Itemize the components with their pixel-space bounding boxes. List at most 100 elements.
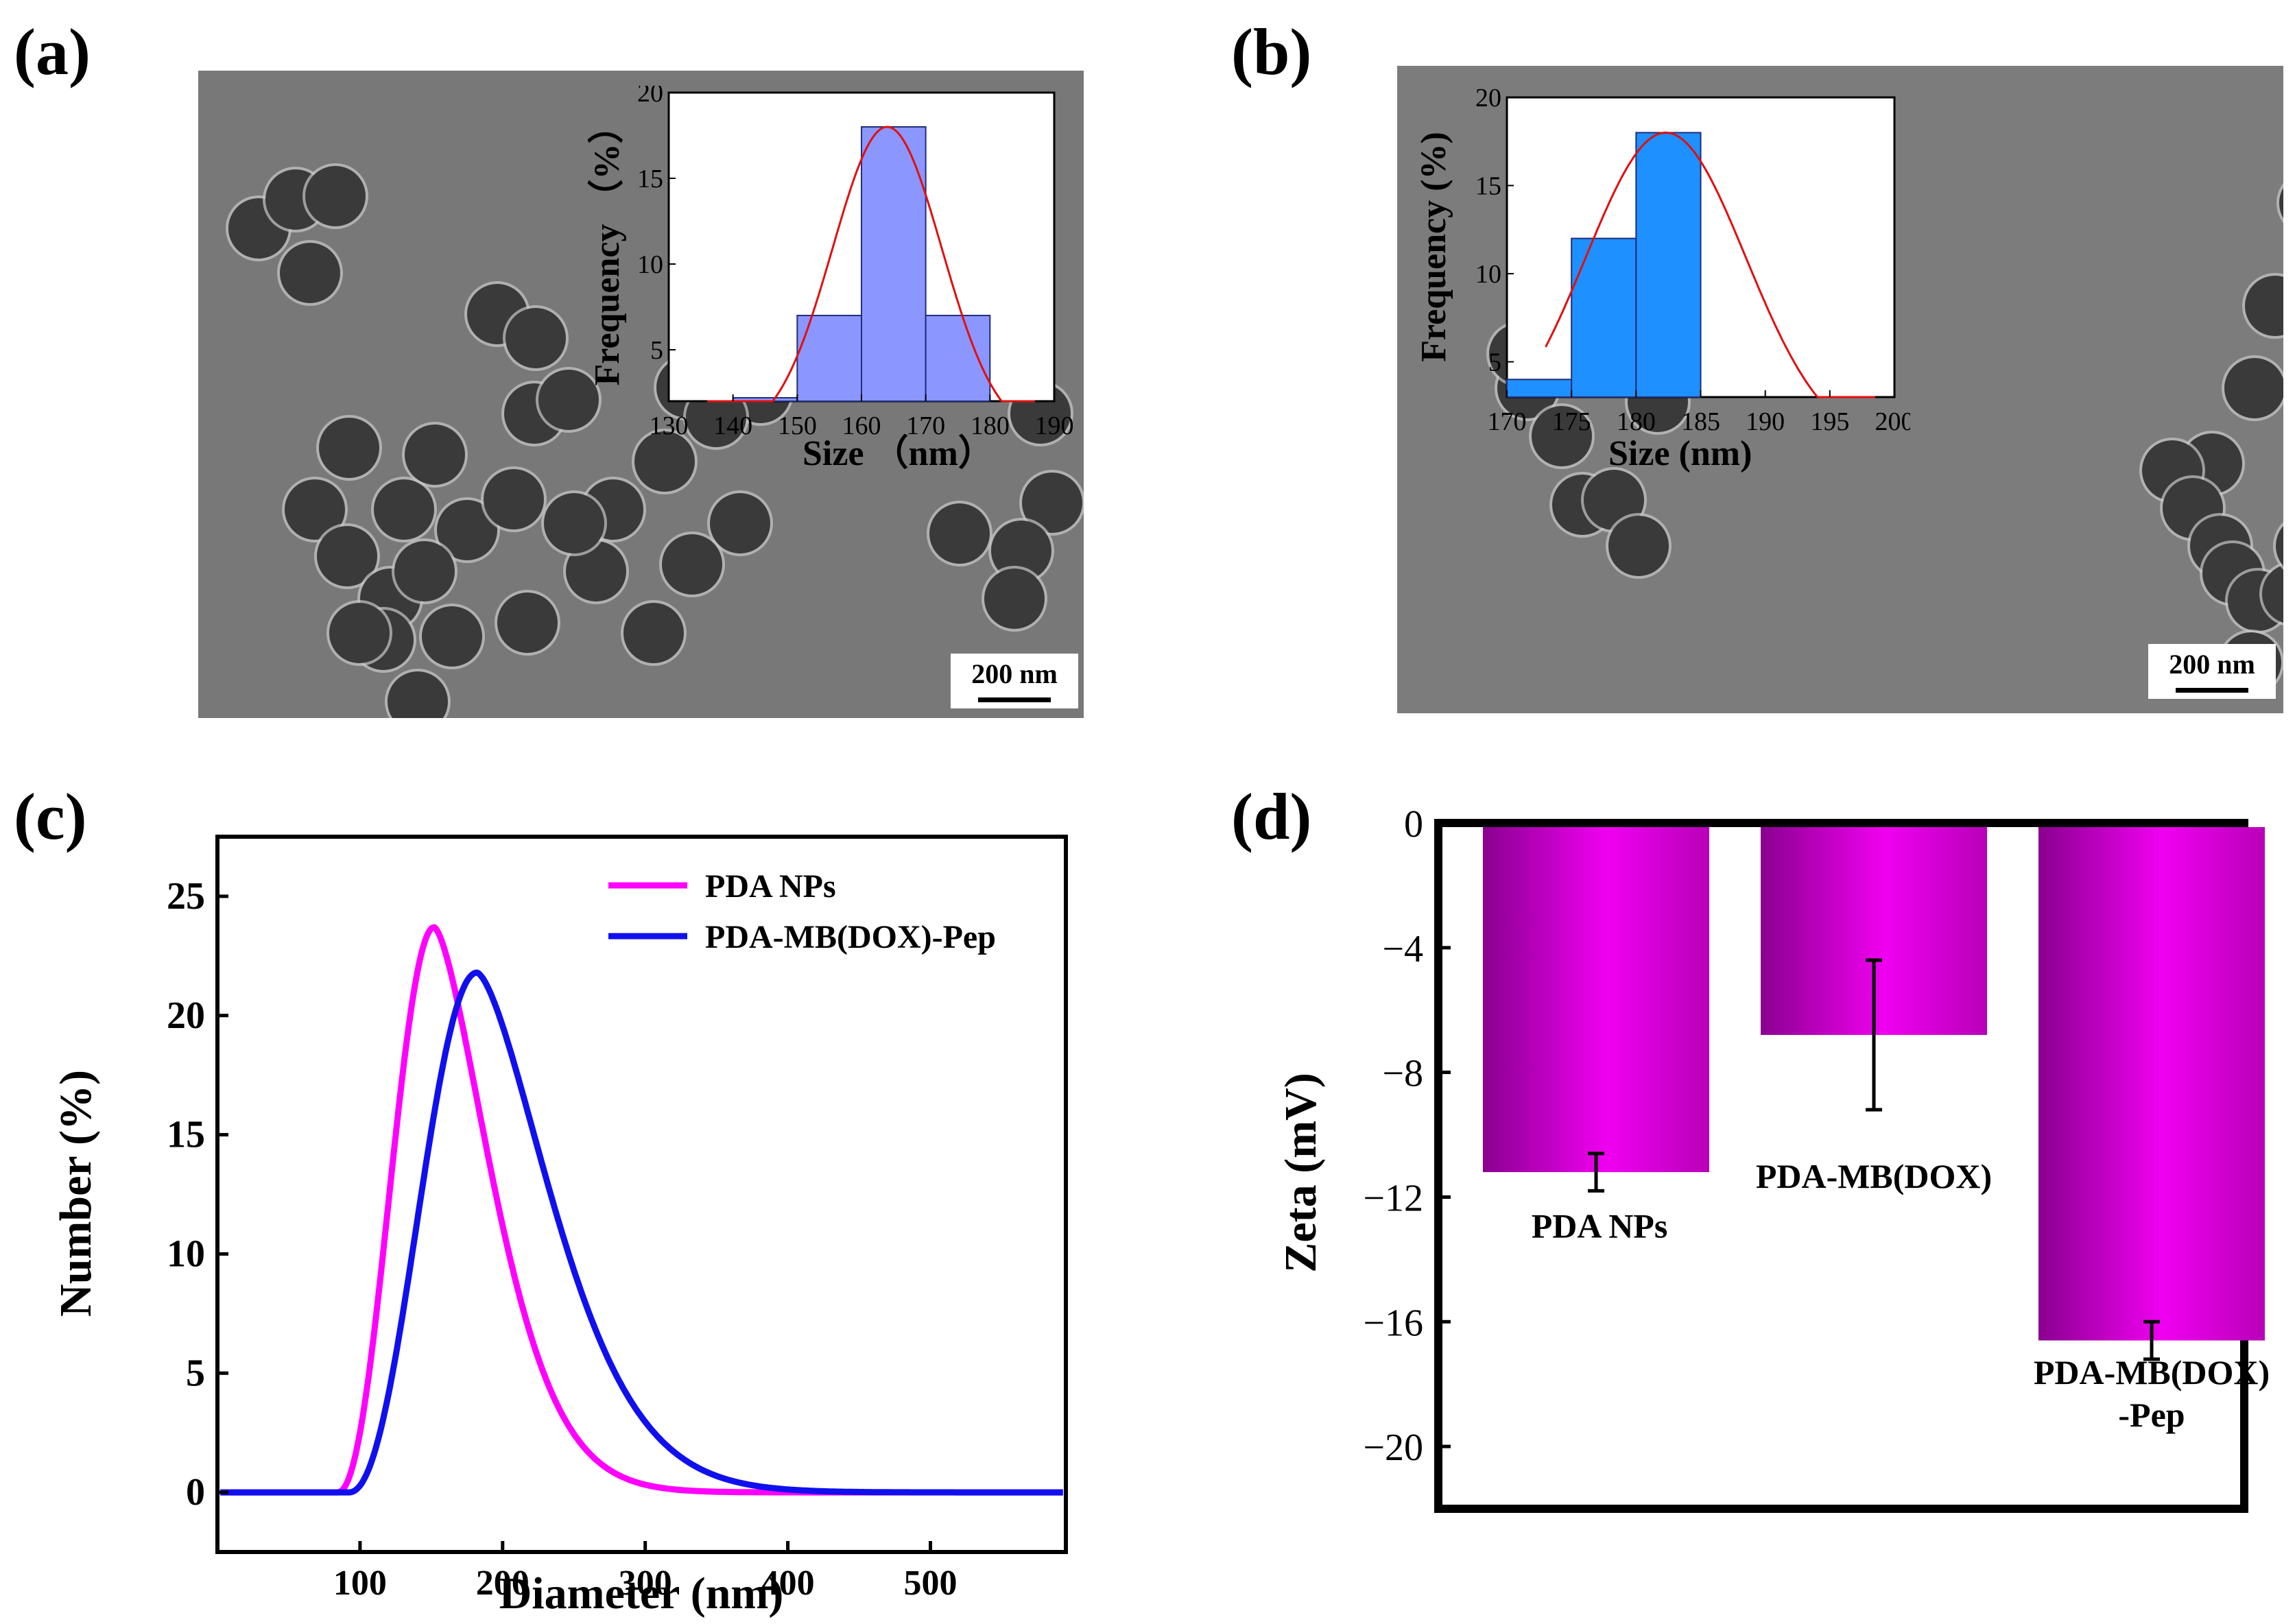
inset-a-x-tick-label: 140 (713, 411, 752, 440)
tem-a-particle (280, 243, 340, 303)
tem-a-particle (305, 166, 366, 226)
tem-b-particle (2279, 187, 2283, 219)
scale-bar-b: 200 nm (2148, 644, 2276, 699)
chart-c-x-tick-label: 100 (333, 1564, 387, 1603)
inset-b-x-tick-label: 175 (1552, 407, 1591, 436)
tem-a-particle (319, 418, 379, 478)
scale-bar-a: 200 nm (951, 654, 1078, 708)
chart-c-y-tick-label: 10 (167, 1232, 205, 1275)
inset-a-y-tick-label: 10 (637, 250, 663, 279)
inset-a-x-tick-label: 170 (906, 411, 945, 440)
inset-b-y-tick-label: 5 (1488, 348, 1501, 377)
inset-a-y-label: Frequency （%） (587, 108, 627, 386)
tem-a-particle (710, 493, 770, 553)
tem-a-particle (929, 503, 990, 564)
panel-label-c: (c) (14, 780, 87, 853)
chart-d-y-tick-label: −4 (1382, 928, 1423, 970)
tem-a-particle (991, 521, 1051, 581)
inset-b-y-tick-label: 20 (1475, 86, 1501, 112)
inset-b-y-tick-label: 15 (1475, 172, 1501, 201)
inset-b-y-label: Frequency (%) (1414, 132, 1453, 362)
inset-b-x-label: Size (nm) (1608, 434, 1752, 473)
panel-label-d: (d) (1231, 780, 1312, 853)
inset-a-y-tick-label: 20 (637, 86, 663, 108)
inset-b-x-tick-label: 180 (1617, 407, 1656, 436)
chart-d-category-label-2: -Pep (2118, 1396, 2185, 1434)
chart-c-y-tick-label: 20 (167, 994, 205, 1037)
tem-a-particle (566, 541, 626, 601)
tem-b-particle (1608, 516, 1669, 576)
tem-a-particle (506, 308, 566, 368)
chart-c-legend: PDA NPs PDA-MB(DOX)-Pep (608, 868, 996, 955)
scale-bar-line-a (978, 697, 1051, 702)
tem-a-particle (329, 603, 390, 663)
chart-c-y-tick-label: 5 (186, 1352, 205, 1394)
inset-b-x-tick-label: 190 (1746, 407, 1785, 436)
chart-d-bar-2 (2038, 827, 2265, 1341)
tem-a-particle (422, 606, 482, 667)
tem-a-particle (388, 671, 448, 718)
chart-d-category-label-1: PDA-MB(DOX) (1756, 1157, 1992, 1195)
tem-a-particle (394, 541, 455, 601)
tem-a-particle (484, 469, 544, 529)
chart-d-y-tick-label: 0 (1404, 803, 1423, 846)
tem-a-particle (634, 431, 695, 492)
scale-bar-line-b (2176, 688, 2248, 693)
chart-c-x-tick-label: 200 (476, 1564, 530, 1603)
tem-a-particle (984, 569, 1045, 629)
chart-c: 100 200 300 400 500 0 5 10 15 20 25 PDA NPs PDA-M… (51, 835, 1068, 1619)
scale-bar-label-a: 200 nm (971, 658, 1058, 689)
chart-d-y-tick-label: −8 (1382, 1053, 1423, 1095)
inset-b-x-tick-label: 195 (1810, 407, 1849, 436)
chart-d-bar-0 (1483, 827, 1709, 1173)
chart-d-category-label-2: PDA-MB(DOX) (2034, 1353, 2270, 1392)
inset-a-bar-2 (861, 126, 927, 402)
tem-b-particle (2224, 358, 2283, 418)
tem-a-particle (538, 370, 599, 430)
chart-c-y-tick-label: 25 (167, 875, 205, 918)
tem-a-particle (623, 603, 684, 663)
tem-a-particle (285, 479, 345, 540)
chart-c-x-tick-label: 300 (619, 1564, 672, 1603)
tem-a-particle (662, 534, 722, 595)
tem-a-particle (544, 493, 604, 553)
inset-b-bar-1 (1571, 237, 1637, 398)
chart-c-x-tick-label: 400 (761, 1564, 815, 1603)
chart-c-x-label: Diameter (nm) (499, 1568, 784, 1619)
chart-d-y-tick-label: −12 (1363, 1177, 1423, 1219)
tem-a-particle (405, 425, 465, 485)
inset-a-x-tick-label: 190 (1035, 411, 1074, 440)
chart-d: 0 −4 −8 −12 −16 −20 PDA NPs PDA-MB(DOX) PDA-MB(… (1276, 803, 2270, 1513)
scale-bar-label-b: 200 nm (2169, 649, 2255, 680)
legend-label-pda-mb-dox-pep: PDA-MB(DOX)-Pep (705, 919, 996, 955)
inset-b-bar-2 (1635, 132, 1702, 398)
inset-a-x-tick-label: 160 (842, 411, 881, 440)
panel-label-a: (a) (14, 15, 91, 88)
inset-a-x-tick-label: 150 (778, 411, 817, 440)
chart-d-y-tick-label: −16 (1363, 1302, 1423, 1344)
chart-c-y-tick-label: 0 (186, 1471, 205, 1514)
chart-c-y-label: Number (%) (51, 1070, 101, 1317)
tem-a-particle (497, 593, 558, 653)
inset-a-y-tick-label: 15 (637, 165, 663, 193)
inset-b-bar-0 (1506, 379, 1573, 398)
panel-label-b: (b) (1231, 15, 1312, 88)
chart-c-y-tick-label: 15 (167, 1114, 205, 1156)
tem-b-particle (2245, 276, 2283, 336)
tem-a-particle (317, 526, 377, 586)
inset-a-x-tick-label: 130 (650, 411, 689, 440)
inset-a-bar-3 (925, 315, 991, 402)
inset-b-fit-curve (1545, 131, 1875, 398)
inset-a-fit-curve (707, 126, 1035, 403)
inset-b-y-tick-label: 10 (1475, 260, 1501, 289)
chart-d-category-label-0: PDA NPs (1532, 1207, 1668, 1245)
chart-d-y-label: Zeta (mV) (1276, 1073, 1326, 1272)
inset-b-x-tick-label: 200 (1875, 407, 1911, 436)
tem-b-particle (2276, 525, 2283, 566)
inset-b-x-tick-label: 185 (1681, 407, 1720, 436)
tem-b-particle (1532, 406, 1592, 466)
inset-a-x-tick-label: 180 (971, 411, 1010, 440)
inset-b-x-tick-label: 170 (1488, 407, 1527, 436)
